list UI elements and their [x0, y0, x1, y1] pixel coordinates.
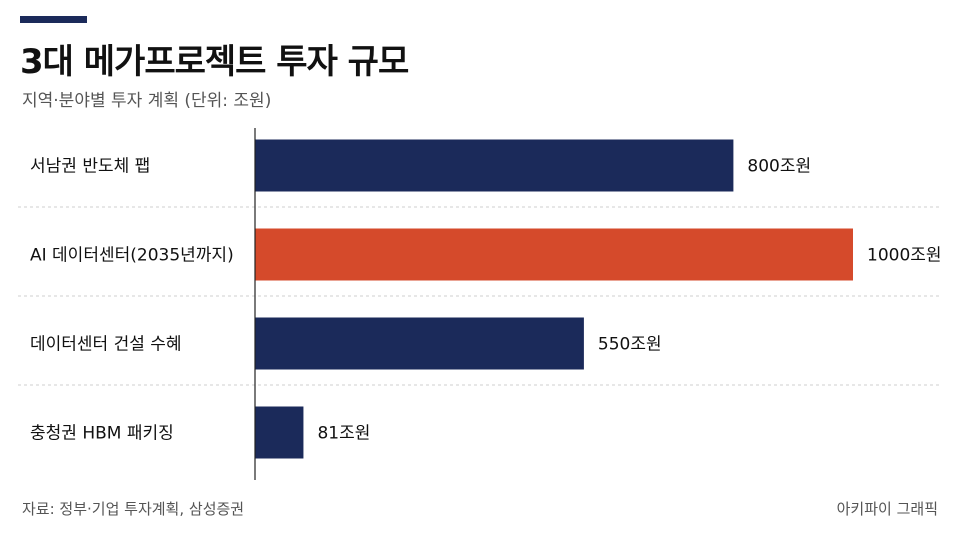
title-accent-bar: [20, 16, 87, 23]
graphic-credit: 아키파이 그래픽: [836, 500, 938, 518]
page-title: 3대 메가프로젝트 투자 규모: [20, 42, 409, 82]
bar-3: [255, 317, 584, 370]
source-note: 자료: 정부·기업 투자계획, 삼성증권: [22, 500, 245, 518]
data-label: 800조원: [747, 157, 811, 177]
data-label: 550조원: [598, 335, 662, 355]
data-label: 81조원: [317, 424, 370, 444]
bar-4: [255, 406, 304, 459]
category-label: 서남권 반도체 팹: [30, 157, 150, 177]
category-label: 충청권 HBM 패키징: [30, 424, 174, 444]
bar-1: [255, 139, 734, 192]
data-label: 1000조원: [867, 246, 942, 266]
bar-2: [255, 228, 853, 281]
page-subtitle: 지역·분야별 투자 계획 (단위: 조원): [22, 91, 272, 111]
category-label: 데이터센터 건설 수혜: [30, 335, 182, 355]
category-label: AI 데이터센터(2035년까지): [30, 246, 234, 266]
